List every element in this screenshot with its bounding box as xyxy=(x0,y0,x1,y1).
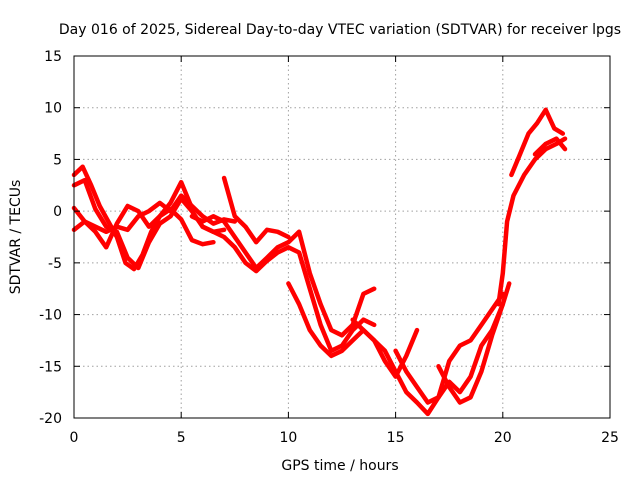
series-line-trace-6 xyxy=(189,214,377,338)
series-line-trace-10 xyxy=(393,301,506,405)
y-tick-label: -15 xyxy=(39,359,62,375)
series-line-trace-13 xyxy=(509,107,566,178)
series-line-trace-7 xyxy=(200,224,377,354)
x-tick-label: 15 xyxy=(387,430,405,446)
series-layer xyxy=(71,107,568,417)
series-line-trace-9 xyxy=(350,291,506,417)
y-axis-label: SDTVAR / TECUs xyxy=(8,180,24,295)
y-tick-label: 5 xyxy=(53,152,62,168)
y-tick-label: -20 xyxy=(39,411,62,427)
x-tick-label: 5 xyxy=(177,430,186,446)
x-tick-label: 0 xyxy=(70,430,79,446)
series-line-trace-11 xyxy=(436,281,512,405)
x-axis-label: GPS time / hours xyxy=(281,458,398,474)
plot-frame xyxy=(73,55,611,419)
y-tick-label: -5 xyxy=(48,256,62,272)
series-line-trace-5 xyxy=(221,175,291,245)
series-line-trace-14 xyxy=(532,136,568,157)
chart-title: Day 016 of 2025, Sidereal Day-to-day VTE… xyxy=(59,22,621,38)
y-tick-label: 15 xyxy=(44,49,62,65)
y-tick-label: -10 xyxy=(39,308,62,324)
y-tick-label: 10 xyxy=(44,101,62,117)
x-tick-label: 10 xyxy=(279,430,297,446)
x-tick-label: 20 xyxy=(494,430,512,446)
series-line-trace-1 xyxy=(71,164,195,272)
series-line-trace-3 xyxy=(71,203,216,250)
ticks xyxy=(73,55,611,419)
x-tick-label: 25 xyxy=(601,430,619,446)
series-line-trace-8 xyxy=(286,281,420,379)
series-line-trace-12 xyxy=(496,136,568,307)
tick-labels: 0 5 10 15 20 25 -20 -15 -10 -5 0 5 10 15 xyxy=(39,49,619,446)
y-tick-label: 0 xyxy=(53,204,62,220)
